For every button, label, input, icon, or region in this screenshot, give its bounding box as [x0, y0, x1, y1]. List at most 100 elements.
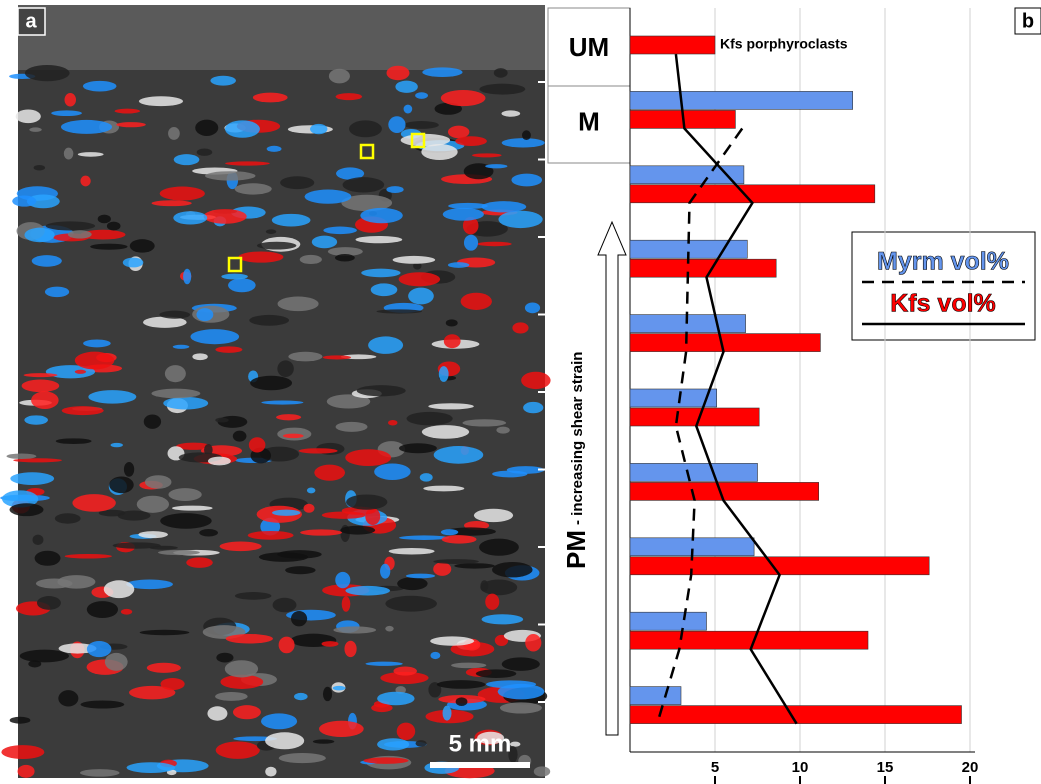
texture-blob: [111, 443, 123, 447]
scale-bar: [430, 762, 530, 768]
texture-blob: [456, 697, 468, 706]
texture-blob: [216, 653, 233, 663]
texture-blob: [496, 427, 509, 434]
texture-blob: [279, 753, 326, 763]
texture-blob: [68, 230, 92, 238]
texture-blob: [371, 704, 392, 712]
texture-blob: [399, 272, 440, 286]
texture-blob: [265, 732, 304, 749]
texture-blob: [183, 269, 191, 284]
texture-blob: [204, 209, 247, 224]
texture-blob: [83, 81, 117, 92]
texture-blob: [109, 477, 134, 494]
texture-blob: [32, 255, 62, 267]
texture-blob: [343, 177, 385, 192]
texture-blob: [51, 110, 82, 116]
texture-blob: [492, 562, 533, 577]
texture-blob: [404, 105, 413, 114]
texture-blob: [443, 208, 484, 221]
texture-blob: [395, 81, 417, 93]
texture-blob: [253, 93, 288, 103]
texture-blob: [174, 154, 200, 165]
texture-blob: [479, 539, 519, 556]
texture-blob: [238, 251, 283, 262]
texture-blob: [481, 201, 526, 212]
texture-blob: [65, 554, 112, 559]
texture-blob: [160, 187, 205, 201]
texture-blob: [420, 473, 433, 482]
texture-blob: [265, 767, 276, 777]
texture-blob: [393, 667, 417, 676]
texture-blob: [215, 418, 228, 423]
texture-blob: [415, 92, 428, 99]
texture-blob: [192, 353, 207, 360]
texture-blob: [277, 360, 293, 377]
texture-blob: [165, 365, 186, 382]
texture-blob: [221, 274, 248, 280]
texture-blob: [380, 564, 390, 579]
texture-blob: [208, 457, 231, 466]
texture-blob: [385, 596, 436, 612]
texture-blob: [65, 93, 76, 106]
texture-blob: [121, 609, 132, 615]
texture-blob: [78, 152, 104, 157]
texture-blob: [423, 486, 464, 492]
texture-blob: [279, 637, 295, 654]
texture-blob: [492, 471, 527, 478]
bar: [630, 91, 853, 109]
texture-blob: [368, 336, 403, 354]
bar: [630, 408, 759, 426]
texture-blob: [454, 563, 495, 568]
texture-blob: [277, 550, 321, 558]
panel-label: a: [25, 10, 37, 32]
texture-blob: [80, 769, 120, 777]
texture-blob: [393, 256, 436, 264]
texture-blob: [346, 494, 387, 509]
texture-blob: [216, 741, 260, 758]
zone-label: PM: [561, 530, 591, 569]
texture-blob: [443, 706, 452, 721]
texture-blob: [235, 592, 272, 600]
texture-blob: [525, 634, 541, 652]
texture-blob: [130, 239, 155, 252]
texture-blob: [404, 121, 439, 129]
texture-blob: [80, 700, 124, 708]
bar: [630, 259, 776, 277]
texture-blob: [16, 109, 41, 123]
texture-blob: [313, 739, 334, 743]
category-label: UM: [569, 32, 609, 62]
texture-blob: [323, 687, 332, 701]
texture-blob: [433, 559, 479, 564]
texture-blob: [249, 437, 266, 452]
texture-blob: [479, 84, 525, 95]
texture-blob: [31, 391, 59, 409]
texture-blob: [57, 575, 95, 589]
texture-blob: [144, 414, 161, 428]
texture-blob: [371, 283, 398, 296]
texture-blob: [399, 443, 437, 453]
texture-blob: [374, 463, 411, 480]
texture-blob: [235, 183, 272, 194]
texture-blob: [278, 297, 319, 312]
texture-blob: [415, 740, 426, 747]
texture-blob: [88, 390, 136, 404]
texture-blob: [434, 446, 484, 464]
texture-blob: [480, 580, 488, 591]
texture-blob: [482, 614, 524, 624]
figure: a 5 mm PM - increasing shear strain b 51…: [0, 0, 1041, 784]
texture-blob: [37, 596, 61, 610]
texture-blob: [439, 366, 449, 382]
texture-blob: [18, 765, 35, 778]
texture-blob: [437, 680, 486, 689]
texture-blob: [98, 215, 111, 224]
texture-blob: [397, 577, 427, 590]
x-tick-label: 10: [792, 759, 809, 776]
texture-blob: [314, 465, 345, 481]
texture-blob: [422, 67, 462, 77]
texture-blob: [345, 449, 391, 466]
texture-blob: [512, 322, 528, 333]
texture-blob: [233, 705, 261, 719]
texture-blob: [35, 551, 61, 566]
texture-blob: [233, 431, 247, 442]
texture-blob: [215, 692, 248, 701]
